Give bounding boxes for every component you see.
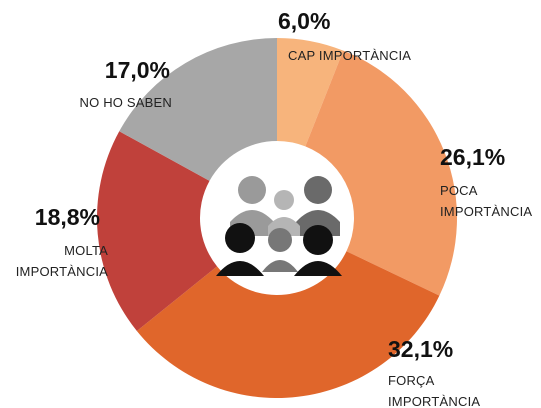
category-label: CAP IMPORTÀNCIA [288, 48, 412, 63]
value-label: 26,1% [440, 144, 506, 170]
value-label: 6,0% [278, 8, 331, 34]
donut-slice [277, 38, 344, 147]
value-label: 17,0% [104, 57, 170, 83]
category-label: NO HO SABEN [79, 95, 172, 110]
donut-slice [119, 38, 277, 181]
category-label: MOLTA IMPORTÀNCIA [15, 243, 108, 279]
people-icon [216, 176, 342, 276]
donut-slice [97, 131, 218, 331]
category-label: FORÇA IMPORTÀNCIA [388, 373, 481, 408]
value-label: 18,8% [34, 204, 100, 230]
donut-slice [305, 50, 457, 296]
value-label: 32,1% [388, 336, 454, 362]
category-label: POCA IMPORTÀNCIA [440, 183, 533, 219]
donut-slice [136, 251, 440, 398]
